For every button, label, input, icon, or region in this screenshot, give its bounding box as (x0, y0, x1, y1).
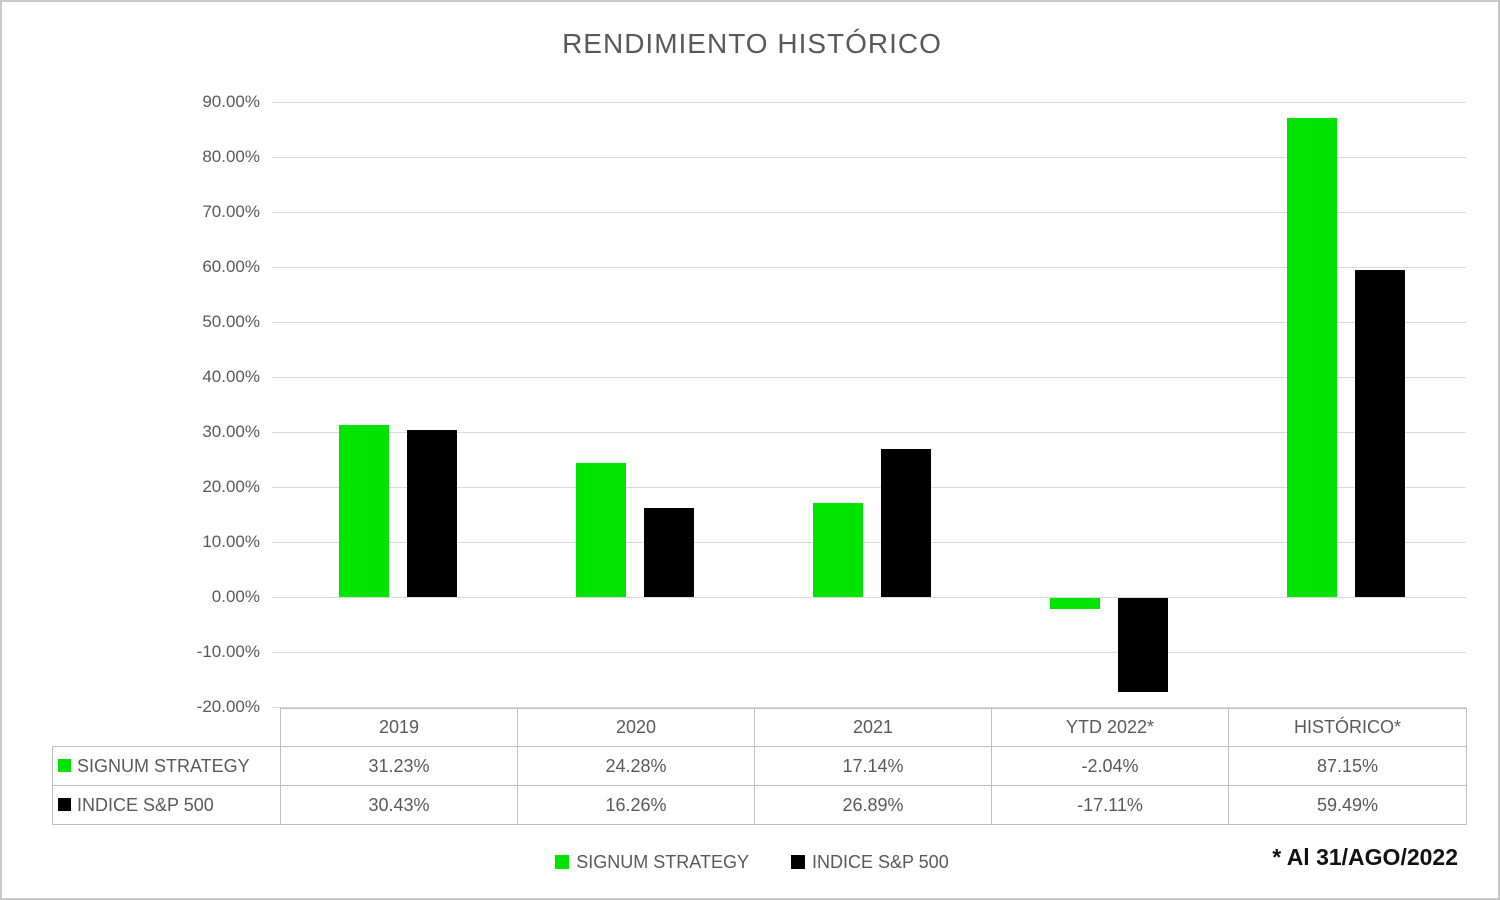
legend-item-sp500: INDICE S&P 500 (790, 851, 949, 873)
table-header-row: 2019 2020 2021 YTD 2022* HISTÓRICO* (53, 708, 1467, 747)
gridline-40 (272, 377, 1466, 378)
bar-sp500-histrico (1355, 270, 1405, 597)
table-header-2021: 2021 (754, 708, 992, 747)
chart-legend: SIGNUM STRATEGY INDICE S&P 500 (2, 847, 1498, 877)
row-label-sp500: INDICE S&P 500 (52, 785, 281, 825)
y-axis-tick-label: -10.00% (196, 642, 260, 661)
gridline-70 (272, 212, 1466, 213)
gridline--20 (272, 707, 1466, 708)
legend-signum-label: SIGNUM STRATEGY (576, 851, 749, 872)
as-of-date-footnote: * Al 31/AGO/2022 (1272, 844, 1458, 870)
gridline-10 (272, 542, 1466, 543)
gridline-50 (272, 322, 1466, 323)
table-header-ytd2022: YTD 2022* (991, 708, 1229, 747)
y-axis-tick-label: 90.00% (202, 92, 260, 111)
table-corner-blank (53, 709, 281, 747)
gridline-60 (272, 267, 1466, 268)
legend-sp500-label: INDICE S&P 500 (811, 851, 949, 872)
y-axis-tick-label: 10.00% (202, 532, 260, 551)
gridline-30 (272, 432, 1466, 433)
legend-sp500-swatch-icon (790, 855, 805, 869)
table-header-historico: HISTÓRICO* (1228, 708, 1467, 747)
sp500-2019-value: 30.43% (280, 785, 518, 825)
gridline-90 (272, 102, 1466, 103)
row-label-signum: SIGNUM STRATEGY (52, 746, 281, 786)
row-label-signum-text: SIGNUM STRATEGY (77, 755, 250, 776)
signum-2019-value: 31.23% (280, 746, 518, 786)
sp500-historico-value: 59.49% (1228, 785, 1467, 825)
bar-sp500-ytd2022 (1118, 598, 1168, 692)
gridline--10 (272, 652, 1466, 653)
legend-signum-swatch-icon (555, 855, 570, 869)
bar-signum-2021 (813, 503, 863, 597)
data-table: 2019 2020 2021 YTD 2022* HISTÓRICO* SIGN… (52, 708, 1467, 825)
signum-2020-value: 24.28% (517, 746, 755, 786)
chart-title: RENDIMIENTO HISTÓRICO (562, 28, 942, 59)
y-axis-tick-label: 40.00% (202, 367, 260, 386)
y-axis-tick-label: -20.00% (196, 697, 260, 716)
table-row-sp500: INDICE S&P 500 30.43% 16.26% 26.89% -17.… (52, 785, 1467, 825)
y-axis-tick-label: 60.00% (202, 257, 260, 276)
y-axis-tick-label: 0.00% (211, 587, 260, 606)
legend-item-signum: SIGNUM STRATEGY (555, 852, 749, 873)
y-axis-tick-label: 30.00% (202, 422, 260, 441)
bar-sp500-2020 (644, 508, 694, 597)
y-axis-tick-label: 80.00% (202, 147, 260, 166)
sp500-color-swatch-icon (58, 797, 71, 811)
signum-2021-value: 17.14% (754, 746, 992, 786)
gridline-0 (272, 597, 1466, 598)
signum-historico-value: 87.15% (1228, 746, 1467, 786)
bar-signum-2019 (339, 425, 389, 597)
sp500-2020-value: 16.26% (517, 785, 755, 825)
sp500-ytd2022-value: -17.11% (991, 785, 1229, 825)
sp500-2021-value: 26.89% (754, 785, 992, 825)
table-header-2020: 2020 (517, 708, 755, 747)
signum-color-swatch-icon (58, 758, 71, 772)
gridline-20 (272, 487, 1466, 488)
y-axis-tick-label: 70.00% (202, 202, 260, 221)
bar-signum-histrico (1287, 118, 1337, 597)
y-axis-tick-label: 50.00% (202, 312, 260, 331)
table-row-signum: SIGNUM STRATEGY 31.23% 24.28% 17.14% -2.… (52, 746, 1467, 786)
row-label-sp500-text: INDICE S&P 500 (77, 794, 214, 815)
bar-sp500-2019 (407, 430, 457, 597)
y-axis-tick-label: 20.00% (202, 477, 260, 496)
gridline-80 (272, 157, 1466, 158)
table-header-2019: 2019 (280, 708, 518, 747)
bar-signum-ytd2022 (1050, 598, 1100, 609)
bar-signum-2020 (576, 463, 626, 597)
signum-ytd2022-value: -2.04% (991, 746, 1229, 786)
bar-sp500-2021 (881, 449, 931, 597)
